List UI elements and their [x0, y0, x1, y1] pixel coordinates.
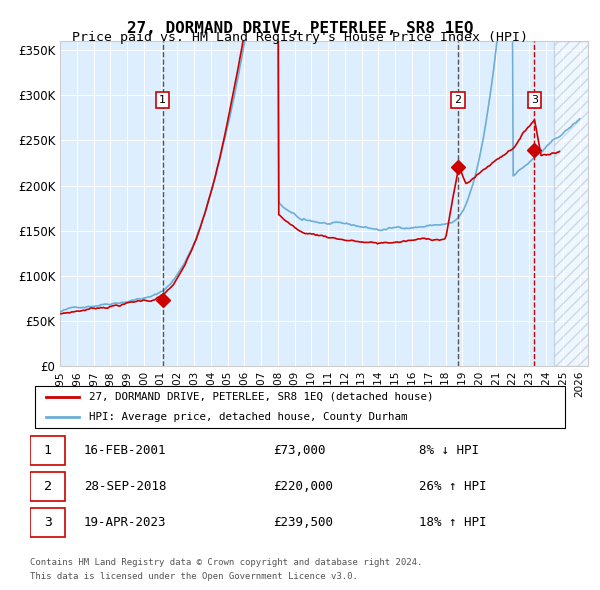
Text: 27, DORMAND DRIVE, PETERLEE, SR8 1EQ: 27, DORMAND DRIVE, PETERLEE, SR8 1EQ [127, 21, 473, 35]
Text: 16-FEB-2001: 16-FEB-2001 [84, 444, 167, 457]
Text: Price paid vs. HM Land Registry's House Price Index (HPI): Price paid vs. HM Land Registry's House … [72, 31, 528, 44]
Text: HPI: Average price, detached house, County Durham: HPI: Average price, detached house, Coun… [89, 412, 408, 422]
Text: £239,500: £239,500 [273, 516, 333, 529]
Bar [554, 41, 600, 366]
Text: 26% ↑ HPI: 26% ↑ HPI [419, 480, 487, 493]
Text: £73,000: £73,000 [273, 444, 325, 457]
Text: 3: 3 [44, 516, 52, 529]
Text: 19-APR-2023: 19-APR-2023 [84, 516, 167, 529]
FancyBboxPatch shape [30, 472, 65, 501]
Text: 27, DORMAND DRIVE, PETERLEE, SR8 1EQ (detached house): 27, DORMAND DRIVE, PETERLEE, SR8 1EQ (de… [89, 392, 434, 402]
Text: Contains HM Land Registry data © Crown copyright and database right 2024.: Contains HM Land Registry data © Crown c… [30, 558, 422, 566]
Text: 1: 1 [159, 95, 166, 105]
Text: £220,000: £220,000 [273, 480, 333, 493]
FancyBboxPatch shape [30, 508, 65, 537]
Text: 3: 3 [531, 95, 538, 105]
Text: 28-SEP-2018: 28-SEP-2018 [84, 480, 167, 493]
Text: 2: 2 [44, 480, 52, 493]
Text: This data is licensed under the Open Government Licence v3.0.: This data is licensed under the Open Gov… [30, 572, 358, 581]
Text: 8% ↓ HPI: 8% ↓ HPI [419, 444, 479, 457]
Text: 1: 1 [44, 444, 52, 457]
Text: 18% ↑ HPI: 18% ↑ HPI [419, 516, 487, 529]
FancyBboxPatch shape [35, 386, 565, 428]
FancyBboxPatch shape [30, 437, 65, 466]
Text: 2: 2 [454, 95, 461, 105]
